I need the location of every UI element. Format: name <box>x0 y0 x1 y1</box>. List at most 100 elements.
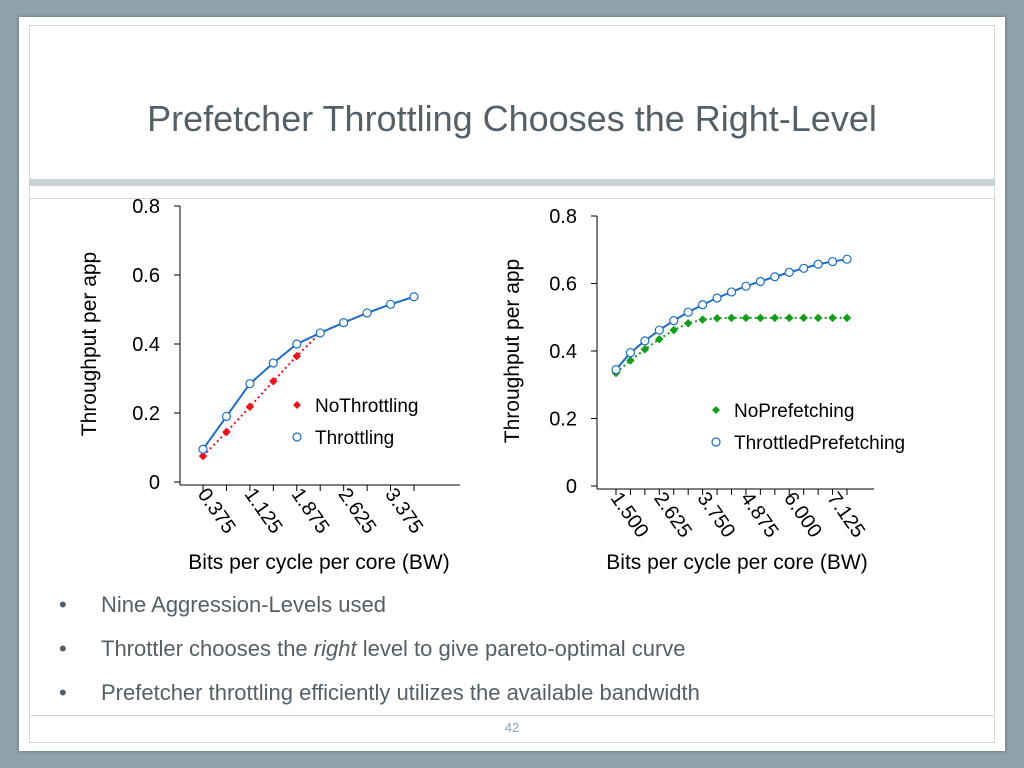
legend-label: NoPrefetching <box>734 401 854 422</box>
x-axis-label: Bits per cycle per core (BW) <box>188 551 449 574</box>
y-tick-label: 0.2 <box>132 403 160 425</box>
data-point <box>784 313 794 323</box>
data-point <box>654 325 664 335</box>
bullet-dot: • <box>59 592 67 617</box>
data-point <box>828 313 837 323</box>
data-point <box>842 313 852 323</box>
bullet-dot: • <box>59 636 67 661</box>
data-point <box>362 308 372 318</box>
data-point <box>784 267 794 277</box>
bullet-item: • Throttler chooses the right level to gi… <box>59 635 700 679</box>
data-point <box>625 348 636 358</box>
legend-marker <box>293 401 301 409</box>
data-point <box>385 299 396 309</box>
y-tick-label: 0.6 <box>549 274 577 296</box>
data-point <box>770 272 780 282</box>
page-number: 42 <box>504 720 520 735</box>
data-point <box>198 444 208 454</box>
data-point <box>315 328 325 338</box>
series-line-Throttling <box>202 295 415 450</box>
data-point <box>292 339 302 349</box>
bullet-text: Throttler chooses the <box>101 636 314 661</box>
x-tick-label: 7.125 <box>822 488 869 542</box>
y-axis-label: Throughput per app <box>78 252 101 436</box>
legend-marker <box>711 437 721 447</box>
data-point <box>698 315 707 324</box>
x-axis-label: Bits per cycle per core (BW) <box>606 551 867 574</box>
y-tick-label: 0.4 <box>549 341 577 363</box>
legend-label: ThrottledPrefetching <box>734 433 905 454</box>
bullet-text: level to give pareto-optimal curve <box>356 636 686 661</box>
data-point <box>222 427 231 437</box>
chart-no-prefetching-vs-throttled: 0 0.2 0.4 0.6 0.8 1.5002.6253.7504.8756.0007.… <box>501 206 905 574</box>
y-tick-label: 0.4 <box>132 334 160 356</box>
data-point <box>268 376 278 386</box>
legend-marker <box>712 406 720 414</box>
data-point <box>409 292 419 302</box>
data-point <box>813 313 823 323</box>
slide-title: Prefetcher Throttling Chooses the Right-… <box>147 98 877 139</box>
data-point <box>683 307 693 317</box>
data-point <box>770 313 780 323</box>
data-point <box>727 313 736 323</box>
x-tick-label: 6.000 <box>779 488 826 542</box>
bullet-dot: • <box>59 680 67 705</box>
data-point <box>611 364 621 375</box>
bullet-item: • Nine Aggression-Levels used <box>59 591 700 635</box>
title-box: Prefetcher Throttling Chooses the Right-… <box>29 25 995 199</box>
data-point <box>339 318 349 328</box>
bullet-list: • Nine Aggression-Levels used • Throttler c… <box>59 591 700 723</box>
bullet-text: Nine Aggression-Levels used <box>101 592 386 617</box>
y-tick-label: 0.2 <box>549 409 577 431</box>
data-point <box>813 259 823 269</box>
data-point <box>221 411 232 422</box>
bullet-item: • Prefetcher throttling efficiently utili… <box>59 679 700 723</box>
data-point <box>827 256 838 267</box>
data-point <box>640 336 650 346</box>
data-point <box>842 254 852 264</box>
data-point <box>799 313 809 323</box>
data-point <box>669 316 679 326</box>
bullet-text: right <box>313 636 357 661</box>
content-box <box>29 185 995 715</box>
legend-marker <box>292 432 302 442</box>
footer-box: 42 <box>29 715 995 743</box>
data-point <box>698 300 708 310</box>
series-line-NoThrottling <box>202 295 415 457</box>
x-tick-label: 2.625 <box>649 488 696 542</box>
data-point <box>712 313 722 323</box>
y-tick-label: 0 <box>566 476 577 498</box>
chart-no-throttling-vs-throttling: 00.20.40.60.80.375 1.125 1.875 2.625 3.375Bi… <box>78 196 460 574</box>
y-tick-label: 0.6 <box>132 265 160 287</box>
slide: Prefetcher Throttling Chooses the Right-… <box>19 17 1005 751</box>
data-point <box>292 351 302 361</box>
x-tick-label: 1.500 <box>606 488 653 542</box>
bullet-text: Prefetcher throttling efficiently utiliz… <box>101 680 700 705</box>
x-tick-label: 4.875 <box>736 488 783 542</box>
data-point <box>626 356 635 365</box>
data-point <box>741 313 751 323</box>
y-axis-label: Throughput per app <box>501 259 524 443</box>
series-line-NoPrefetching <box>615 316 847 374</box>
data-point <box>712 293 722 303</box>
legend-label: NoThrottling <box>315 396 419 417</box>
data-point <box>654 334 664 344</box>
data-point <box>245 402 255 412</box>
data-point <box>756 313 765 323</box>
data-point <box>268 358 278 368</box>
data-point <box>683 318 693 328</box>
y-tick-label: 0.8 <box>132 196 160 218</box>
data-point <box>799 263 809 273</box>
data-point <box>726 287 737 297</box>
y-tick-label: 0 <box>149 472 160 494</box>
data-point <box>755 276 765 287</box>
data-point <box>245 379 255 389</box>
y-tick-label: 0.8 <box>549 206 577 228</box>
data-point <box>669 325 679 335</box>
data-point <box>198 451 208 461</box>
data-point <box>741 281 751 291</box>
legend-label: Throttling <box>315 428 394 449</box>
title-divider <box>29 179 995 186</box>
data-point <box>640 344 650 354</box>
x-tick-label: 3.750 <box>693 488 740 542</box>
